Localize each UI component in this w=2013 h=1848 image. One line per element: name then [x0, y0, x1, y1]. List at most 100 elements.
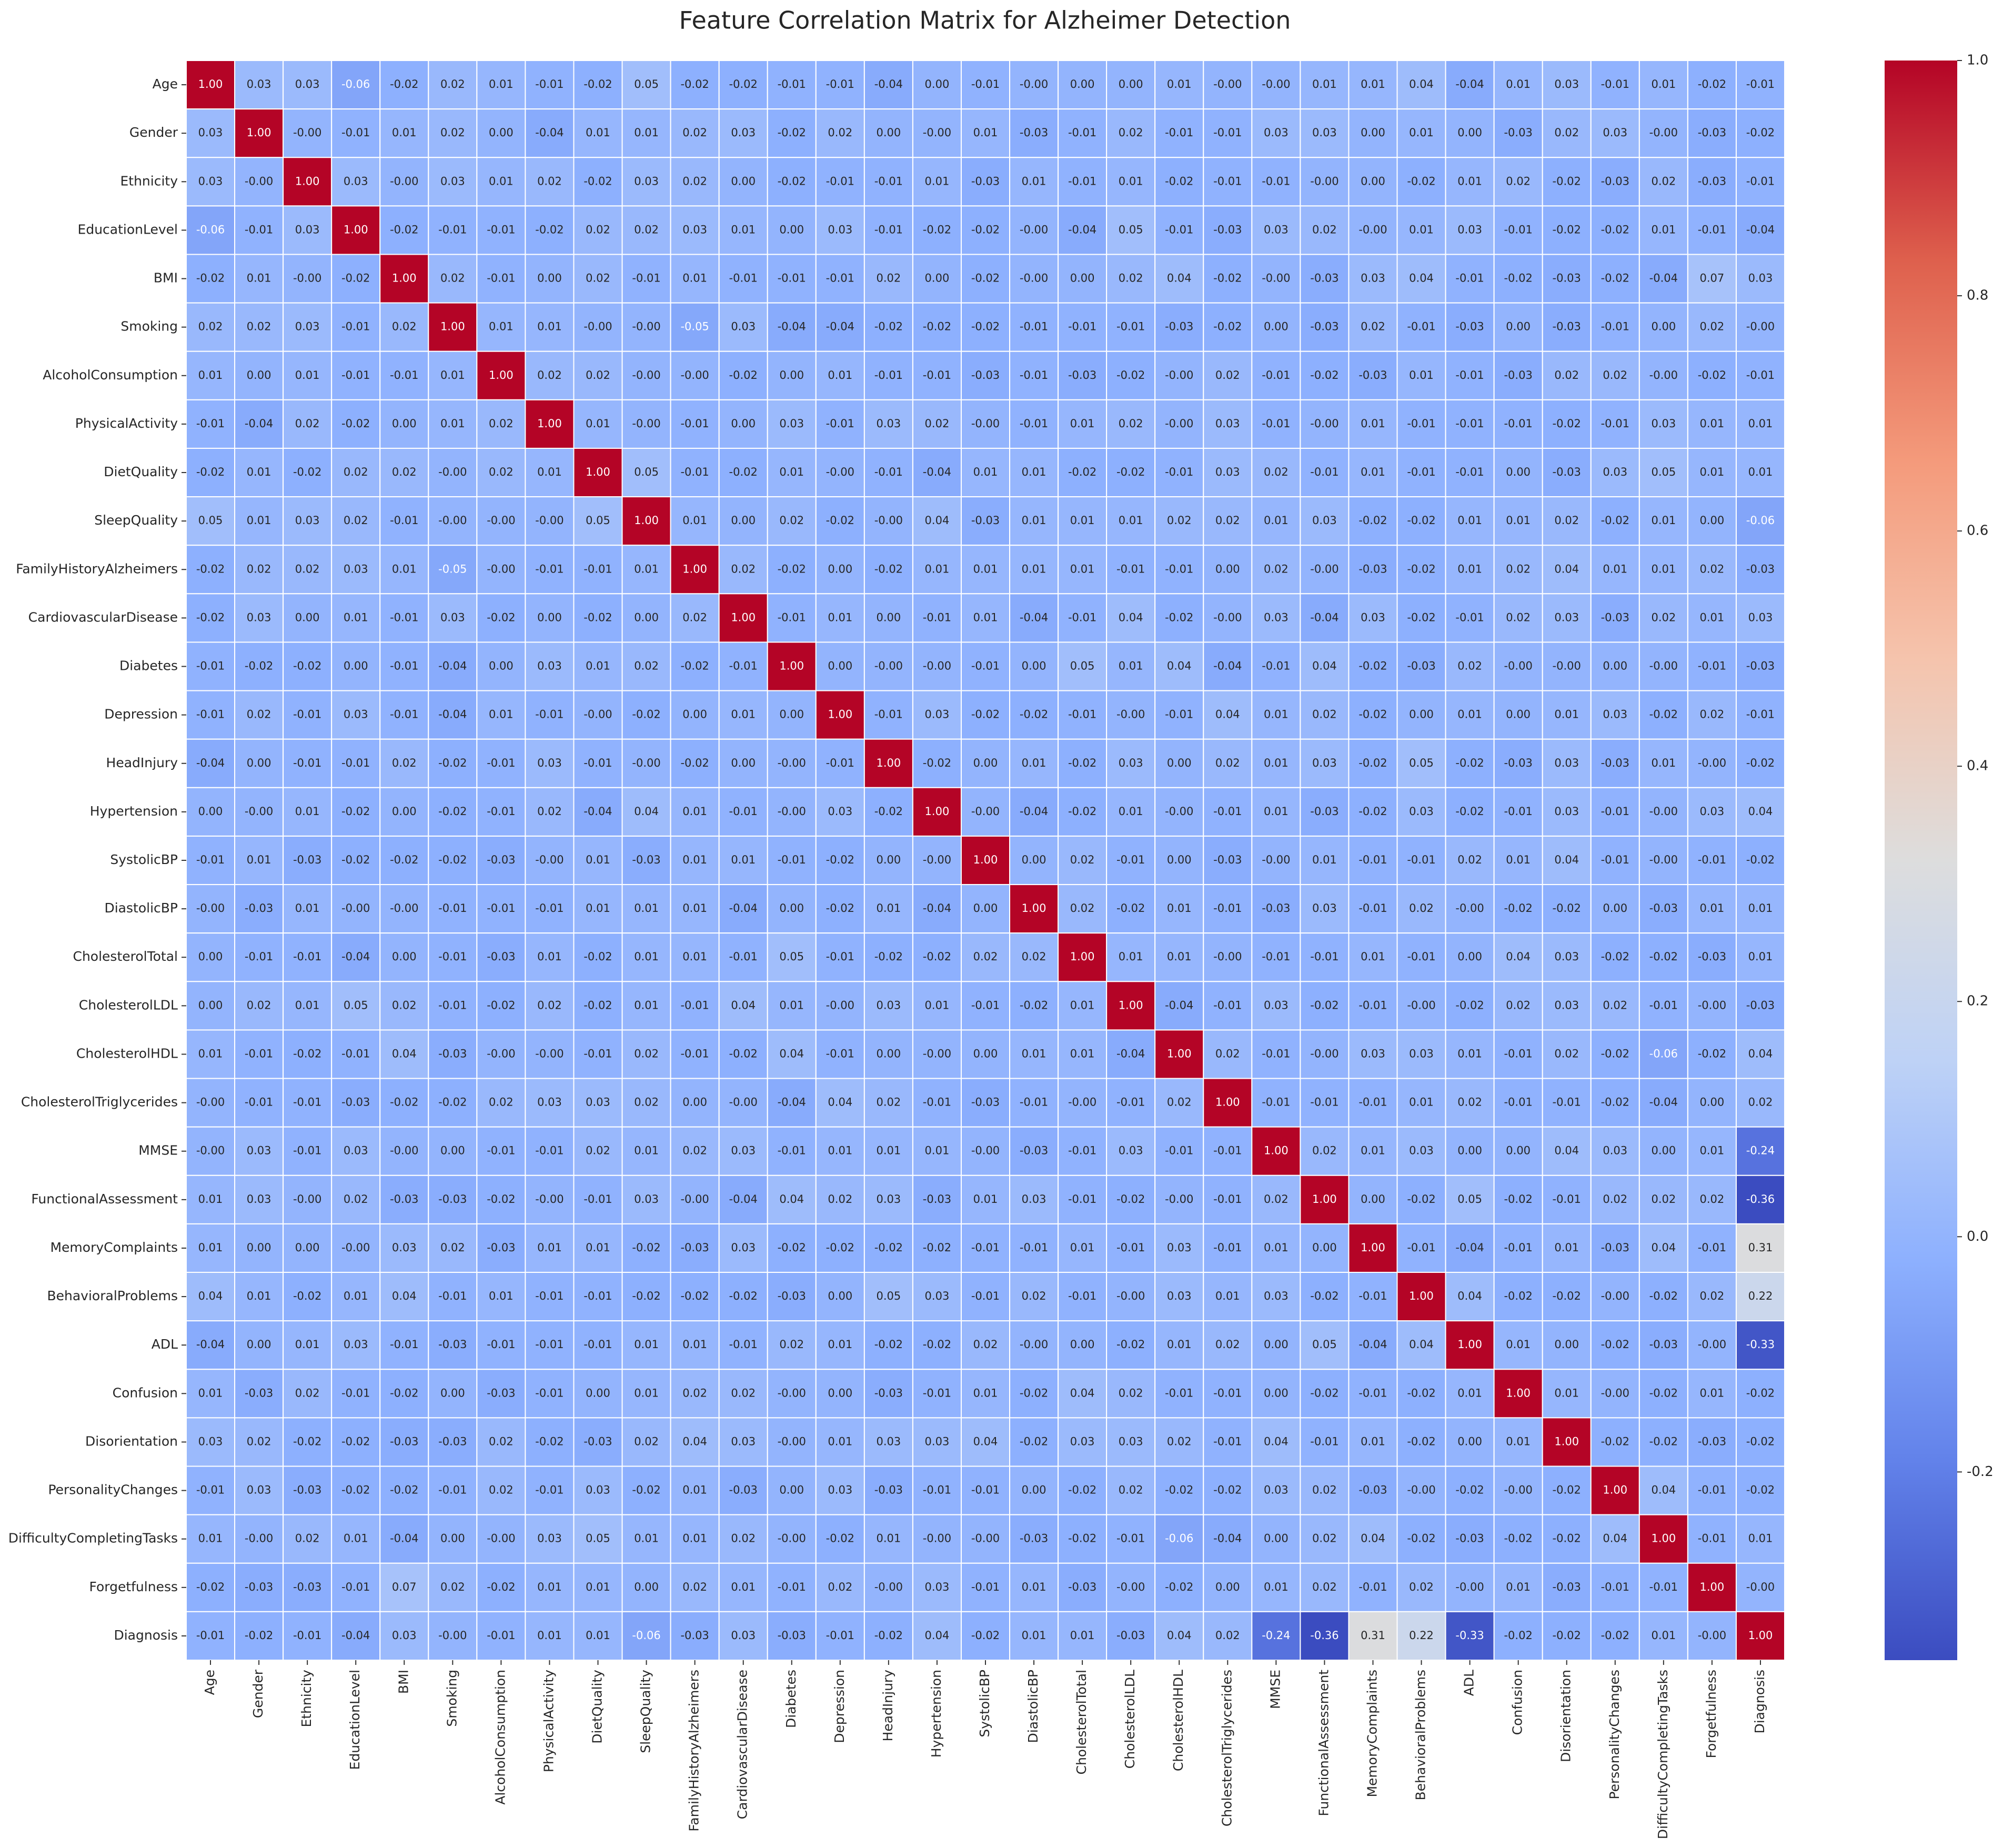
cell-label: -0.04 [196, 1338, 225, 1351]
heatmap-cell [428, 496, 478, 546]
cell-label: -0.01 [1698, 853, 1726, 866]
cell-label: -0.01 [778, 1144, 806, 1157]
heatmap-cell [912, 1078, 962, 1128]
heatmap-cell [815, 545, 865, 595]
cell-label: -0.01 [1407, 466, 1435, 478]
cell-label: 0.02 [1409, 1581, 1434, 1593]
cell-label: 0.00 [1457, 1144, 1482, 1157]
cell-label: -0.03 [1358, 369, 1387, 381]
cell-label: -0.00 [1213, 950, 1242, 963]
cell-label: 0.01 [586, 1241, 610, 1254]
heatmap-cell [1251, 1320, 1301, 1370]
cell-label: -0.00 [1165, 805, 1193, 818]
cell-label: -0.02 [196, 272, 225, 285]
heatmap-cell [1154, 1465, 1204, 1515]
heatmap-cell [1590, 1126, 1640, 1176]
heatmap-cell [1009, 738, 1059, 788]
cell-label: 0.02 [1215, 1047, 1240, 1060]
heatmap-cell [1106, 641, 1156, 691]
heatmap-cell [1396, 302, 1446, 352]
colorbar-tick-label: 0.2 [1967, 993, 1988, 1009]
heatmap-cell [1493, 932, 1543, 982]
heatmap-cell [283, 835, 333, 886]
heatmap-cell [476, 932, 526, 982]
heatmap-cell [1735, 399, 1786, 449]
heatmap-cell [1251, 884, 1301, 934]
cell-label: -0.01 [487, 805, 515, 818]
heatmap-cell [621, 545, 671, 595]
cell-label: -0.02 [1116, 466, 1145, 478]
cell-label: 0.02 [537, 175, 562, 187]
cell-label: 0.01 [828, 1435, 852, 1448]
heatmap-cell [1348, 1369, 1398, 1419]
x-tick-label: FunctionalAssessment [1316, 1670, 1331, 1816]
heatmap-cell [1638, 641, 1688, 691]
heatmap-cell [428, 884, 478, 934]
heatmap-cell [1058, 350, 1108, 400]
heatmap-cell [670, 1562, 720, 1612]
cell-label: 0.02 [1361, 320, 1385, 333]
cell-label: 0.03 [1361, 1047, 1385, 1060]
cell-label: 0.00 [925, 272, 950, 285]
heatmap-cell [1687, 1369, 1737, 1419]
cell-label: -0.03 [1262, 902, 1290, 915]
cell-label: -0.01 [1068, 708, 1096, 721]
heatmap-cell [1009, 981, 1059, 1031]
cell-label: -0.03 [1213, 853, 1242, 866]
cell-label: -0.03 [1553, 1581, 1581, 1593]
heatmap-cell [815, 302, 865, 352]
heatmap-cell [1590, 1369, 1640, 1419]
heatmap-cell [476, 1514, 526, 1564]
heatmap-cell [1009, 350, 1059, 400]
cell-label: -0.02 [293, 1290, 321, 1302]
cell-label: 0.03 [731, 1241, 756, 1254]
heatmap-cell [621, 1611, 671, 1661]
cell-label: 0.03 [1312, 902, 1337, 915]
cell-label: 0.01 [634, 902, 659, 915]
cell-label: -0.01 [1068, 611, 1096, 624]
heatmap-cell [283, 932, 333, 982]
heatmap-cell [1735, 690, 1786, 740]
cell-label: 0.00 [1457, 950, 1482, 963]
heatmap-cell [573, 787, 623, 837]
cell-label: -0.02 [196, 1581, 225, 1593]
heatmap-cell [960, 981, 1011, 1031]
cell-label: 0.00 [586, 1387, 610, 1399]
cell-label: 0.01 [198, 1532, 223, 1545]
cell-label: 0.01 [440, 417, 465, 430]
chart-title: Feature Correlation Matrix for Alzheimer… [679, 6, 1291, 35]
heatmap-cell [815, 1078, 865, 1128]
heatmap-cell [1396, 108, 1446, 158]
cell-label: 0.01 [247, 272, 271, 285]
heatmap-cell [1735, 205, 1786, 255]
cell-label: -0.06 [1649, 1047, 1678, 1060]
heatmap-cell [621, 60, 671, 110]
cell-label: -0.03 [1504, 757, 1532, 769]
cell-label: -0.00 [1116, 1581, 1145, 1593]
cell-label: -0.01 [778, 78, 806, 91]
heatmap-cell [1203, 157, 1253, 207]
cell-label: -0.04 [1455, 78, 1484, 91]
cell-label: -0.00 [971, 1144, 1000, 1157]
cell-label: -0.02 [1553, 175, 1581, 187]
heatmap-cell [1735, 1562, 1786, 1612]
cell-label: -0.01 [438, 950, 467, 963]
cell-label: 0.02 [1022, 950, 1046, 963]
cell-label: 0.07 [392, 1581, 417, 1593]
heatmap-cell [573, 1514, 623, 1564]
cell-label: 0.01 [1167, 1338, 1192, 1351]
y-tick-label: HeadInjury [106, 755, 178, 770]
heatmap-cell [670, 641, 720, 691]
heatmap-cell [815, 1465, 865, 1515]
cell-label: -0.00 [826, 999, 854, 1011]
cell-label: -0.00 [390, 175, 418, 187]
x-tick-label: Diagnosis [1752, 1670, 1767, 1734]
cell-label: -0.01 [1407, 320, 1435, 333]
cell-label: 0.00 [1264, 1532, 1289, 1545]
heatmap-cell [863, 641, 913, 691]
cell-label: 0.02 [1506, 611, 1531, 624]
cell-label: 0.03 [344, 708, 368, 721]
cell-label: -0.03 [1455, 1532, 1484, 1545]
heatmap-cell [186, 1174, 236, 1224]
heatmap-cell [815, 399, 865, 449]
